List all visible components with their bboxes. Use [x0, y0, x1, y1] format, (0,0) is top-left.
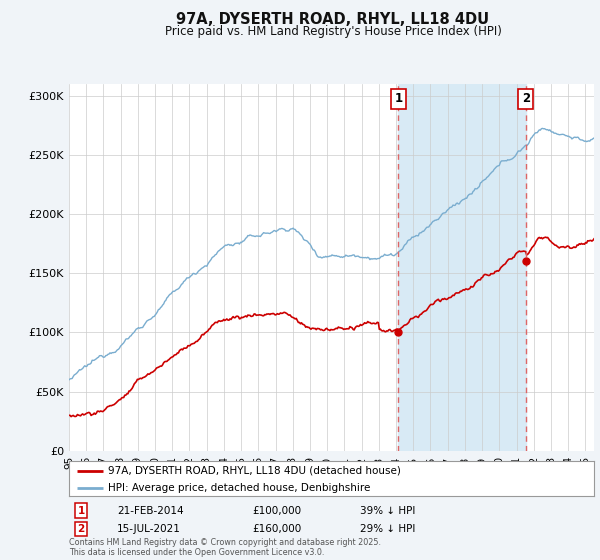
Text: 21-FEB-2014: 21-FEB-2014 — [117, 506, 184, 516]
Bar — [398, 84, 526, 451]
Text: 1: 1 — [77, 506, 85, 516]
Text: 15-JUL-2021: 15-JUL-2021 — [117, 524, 181, 534]
Text: £160,000: £160,000 — [252, 524, 301, 534]
Text: 1: 1 — [394, 92, 403, 105]
Text: Contains HM Land Registry data © Crown copyright and database right 2025.
This d: Contains HM Land Registry data © Crown c… — [69, 538, 381, 557]
Text: 97A, DYSERTH ROAD, RHYL, LL18 4DU (detached house): 97A, DYSERTH ROAD, RHYL, LL18 4DU (detac… — [109, 465, 401, 475]
Text: 29% ↓ HPI: 29% ↓ HPI — [360, 524, 415, 534]
Text: 2: 2 — [522, 92, 530, 105]
Text: 97A, DYSERTH ROAD, RHYL, LL18 4DU: 97A, DYSERTH ROAD, RHYL, LL18 4DU — [176, 12, 490, 27]
Text: £100,000: £100,000 — [252, 506, 301, 516]
Text: 2: 2 — [77, 524, 85, 534]
Text: HPI: Average price, detached house, Denbighshire: HPI: Average price, detached house, Denb… — [109, 483, 371, 493]
Text: Price paid vs. HM Land Registry's House Price Index (HPI): Price paid vs. HM Land Registry's House … — [164, 25, 502, 39]
Text: 39% ↓ HPI: 39% ↓ HPI — [360, 506, 415, 516]
